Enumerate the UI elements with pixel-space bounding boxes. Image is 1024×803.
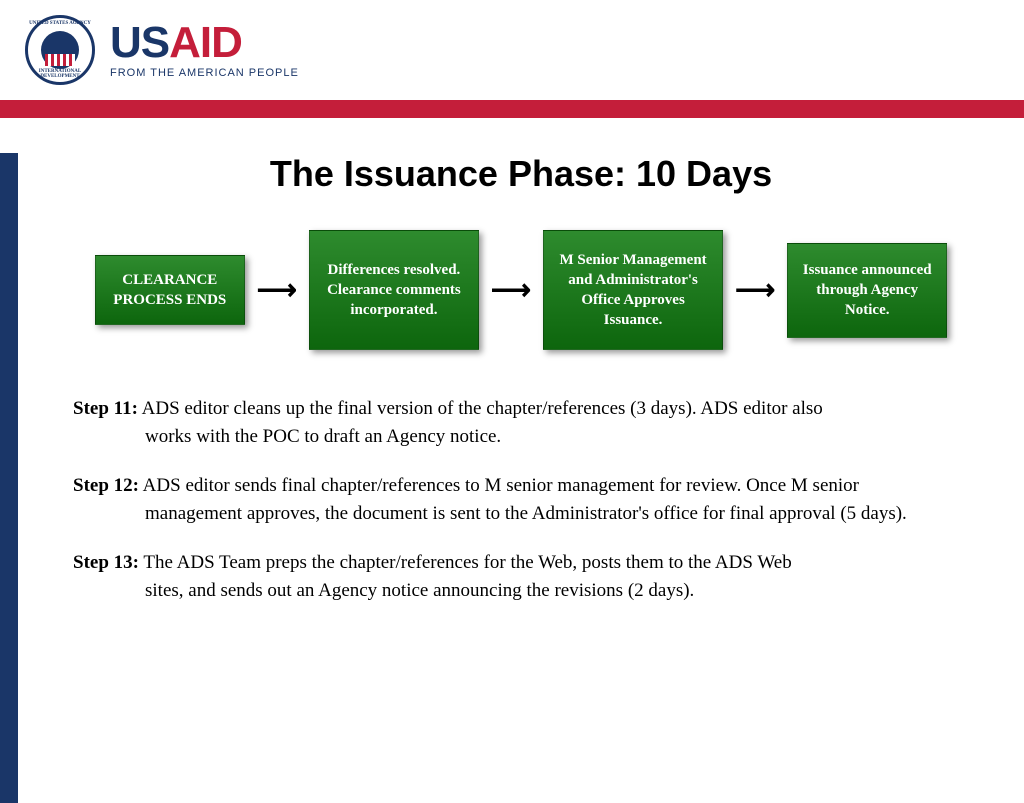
step-text: ADS editor cleans up the final version o… bbox=[138, 398, 823, 419]
flowchart: CLEARANCE PROCESS ENDS ⟶ Differences res… bbox=[18, 230, 1024, 350]
seal-text-bottom: INTERNATIONAL DEVELOPMENT bbox=[28, 69, 92, 79]
arrow-icon: ⟶ bbox=[253, 273, 301, 307]
step-label: Step 13: bbox=[73, 552, 139, 573]
flow-box-issuance-announced: Issuance announced through Agency Notice… bbox=[787, 243, 947, 338]
step-13: Step 13: The ADS Team preps the chapter/… bbox=[73, 549, 979, 604]
header: UNITED STATES AGENCY INTERNATIONAL DEVEL… bbox=[0, 0, 1024, 100]
flow-box-differences-resolved: Differences resolved. Clearance comments… bbox=[309, 230, 479, 350]
logo-text: USAID FROM THE AMERICAN PEOPLE bbox=[110, 21, 299, 79]
step-label: Step 11: bbox=[73, 398, 138, 419]
step-text-cont: management approves, the document is sen… bbox=[73, 500, 979, 528]
step-text-cont: works with the POC to draft an Agency no… bbox=[73, 423, 979, 451]
steps-list: Step 11: ADS editor cleans up the final … bbox=[18, 395, 1024, 604]
logo-aid: AID bbox=[169, 18, 242, 67]
usaid-seal-icon: UNITED STATES AGENCY INTERNATIONAL DEVEL… bbox=[25, 15, 95, 85]
page-title: The Issuance Phase: 10 Days bbox=[18, 153, 1024, 195]
logo-tagline: FROM THE AMERICAN PEOPLE bbox=[110, 67, 299, 79]
seal-text-top: UNITED STATES AGENCY bbox=[28, 21, 92, 26]
step-text: The ADS Team preps the chapter/reference… bbox=[139, 552, 792, 573]
arrow-icon: ⟶ bbox=[731, 273, 779, 307]
flow-box-clearance-ends: CLEARANCE PROCESS ENDS bbox=[95, 255, 245, 325]
content-area: The Issuance Phase: 10 Days CLEARANCE PR… bbox=[0, 153, 1024, 803]
arrow-icon: ⟶ bbox=[487, 273, 535, 307]
step-text-cont: sites, and sends out an Agency notice an… bbox=[73, 577, 979, 605]
seal-inner bbox=[41, 31, 79, 69]
red-divider-bar bbox=[0, 100, 1024, 118]
step-text: ADS editor sends final chapter/reference… bbox=[139, 475, 859, 496]
step-11: Step 11: ADS editor cleans up the final … bbox=[73, 395, 979, 450]
step-12: Step 12: ADS editor sends final chapter/… bbox=[73, 472, 979, 527]
flow-box-senior-approval: M Senior Management and Administrator's … bbox=[543, 230, 723, 350]
logo-main: USAID bbox=[110, 21, 299, 65]
logo-us: US bbox=[110, 18, 169, 67]
step-label: Step 12: bbox=[73, 475, 139, 496]
